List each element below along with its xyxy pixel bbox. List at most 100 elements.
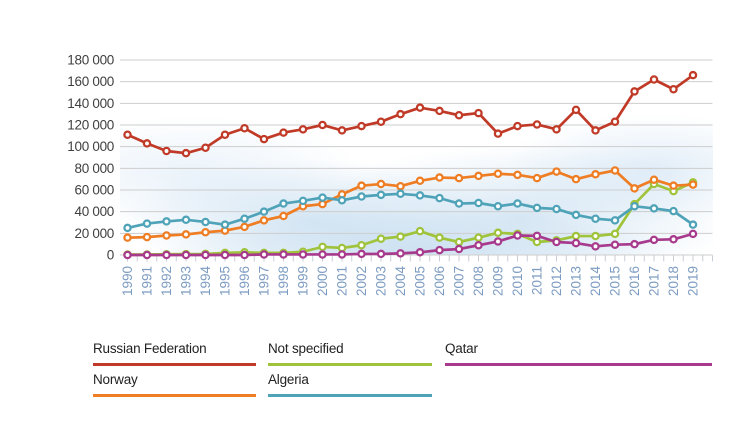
x-axis-label: 2000	[315, 266, 330, 296]
x-axis-label: 1998	[276, 266, 291, 296]
data-point-algeria-1994	[201, 217, 210, 227]
data-point-qatar-2013	[571, 238, 581, 248]
data-point-algeria-2016	[630, 201, 639, 211]
x-axis-label: 1991	[140, 266, 155, 296]
data-point-algeria-2002	[357, 192, 366, 201]
data-point-russian-federation-2017	[649, 75, 659, 84]
data-point-russian-federation-1992	[162, 146, 171, 156]
data-point-norway-1998	[279, 211, 288, 221]
x-axis-label: 2014	[588, 266, 603, 297]
data-point-algeria-2011	[532, 203, 542, 213]
data-point-algeria-2009	[493, 201, 503, 211]
series-line-qatar	[127, 232, 694, 257]
data-point-not-specified-2003	[376, 234, 386, 243]
data-point-russian-federation-2019	[688, 70, 698, 80]
data-point-norway-1997	[259, 216, 269, 225]
data-point-qatar-2001	[337, 250, 347, 259]
data-point-not-specified-2013	[571, 231, 581, 241]
x-axis-label: 2006	[432, 266, 447, 296]
data-point-norway-1992	[162, 231, 171, 240]
data-point-qatar-2003	[376, 249, 386, 259]
data-point-russian-federation-2012	[552, 125, 561, 134]
data-point-not-specified-2006	[435, 233, 444, 242]
data-point-russian-federation-2000	[318, 120, 327, 130]
legend-item-russian-federation: Russian Federation	[93, 339, 256, 370]
y-axis-label: 100 000	[67, 139, 114, 154]
y-axis-label: 120 000	[67, 118, 114, 133]
data-point-russian-federation-1999	[298, 125, 308, 134]
y-axis-label: 0	[107, 248, 114, 263]
data-point-russian-federation-2001	[337, 126, 347, 135]
data-point-algeria-1990	[123, 223, 132, 233]
series-line-algeria	[127, 192, 694, 230]
data-point-norway-2006	[435, 173, 444, 182]
x-axis-label: 1993	[179, 266, 194, 296]
x-axis-label: 2001	[335, 266, 350, 296]
data-point-qatar-2019	[688, 229, 698, 239]
data-point-qatar-1992	[162, 250, 171, 260]
data-point-russian-federation-1994	[201, 143, 210, 152]
data-point-qatar-1998	[279, 250, 288, 259]
data-point-russian-federation-1997	[259, 134, 269, 144]
data-point-algeria-2019	[688, 220, 698, 229]
data-point-norway-1991	[142, 232, 152, 242]
x-axis-label: 1990	[120, 266, 135, 296]
data-point-norway-2012	[552, 167, 561, 176]
data-point-algeria-2010	[513, 199, 522, 208]
data-point-not-specified-2002	[357, 240, 366, 250]
data-point-norway-2014	[591, 170, 600, 179]
data-point-qatar-1997	[259, 250, 269, 259]
data-point-qatar-2005	[415, 248, 425, 257]
data-point-russian-federation-1995	[220, 130, 230, 139]
data-point-qatar-2015	[610, 240, 620, 249]
x-axis-label: 2015	[608, 266, 623, 296]
data-point-algeria-2005	[415, 191, 425, 200]
data-point-norway-2002	[357, 181, 366, 190]
data-point-qatar-2010	[513, 231, 522, 240]
series-line-russian-federation	[126, 74, 694, 155]
data-point-russian-federation-2002	[357, 121, 366, 131]
data-point-norway-2018	[669, 181, 678, 190]
legend-color-bar	[445, 363, 712, 366]
x-axis-label: 1997	[257, 266, 272, 296]
data-point-qatar-1990	[123, 250, 132, 260]
x-axis-label: 2009	[491, 266, 506, 296]
legend-color-bar	[268, 394, 432, 397]
data-point-norway-1990	[123, 233, 132, 242]
data-point-algeria-2014	[591, 214, 600, 223]
y-axis-label: 20 000	[75, 226, 115, 241]
data-point-algeria-2001	[337, 196, 347, 205]
y-axis-label: 80 000	[75, 161, 115, 176]
data-point-russian-federation-2009	[493, 129, 503, 138]
data-point-qatar-2008	[474, 240, 483, 250]
legend-item-not-specified: Not specified	[268, 339, 432, 370]
legend-color-bar	[268, 363, 432, 366]
data-point-algeria-2013	[571, 210, 581, 220]
data-point-algeria-2018	[669, 206, 678, 216]
data-point-norway-2000	[318, 199, 327, 209]
data-point-norway-1996	[240, 222, 249, 232]
data-point-not-specified-2009	[493, 228, 503, 238]
data-point-algeria-1991	[142, 219, 152, 228]
legend-color-bar	[93, 394, 256, 397]
data-point-russian-federation-1996	[240, 124, 249, 133]
x-axis-label: 2004	[393, 266, 408, 297]
line-chart: 0 20 000 40 000 60 000 80 000 100 000 120 000 1…	[67, 53, 713, 297]
data-point-algeria-1997	[259, 207, 269, 216]
data-point-norway-2016	[630, 184, 639, 193]
data-point-algeria-2008	[474, 198, 483, 208]
data-point-not-specified-2004	[396, 232, 405, 241]
x-axis-label: 2019	[686, 266, 701, 296]
data-point-qatar-2011	[532, 231, 542, 241]
data-point-qatar-2017	[649, 235, 659, 245]
data-point-algeria-2017	[649, 204, 659, 213]
data-point-algeria-1998	[279, 199, 288, 208]
data-point-qatar-1991	[142, 250, 152, 260]
data-point-russian-federation-2016	[630, 87, 639, 96]
legend-label: Algeria	[268, 372, 309, 387]
legend-color-bar	[93, 363, 256, 366]
data-point-qatar-1999	[298, 250, 308, 259]
x-axis-label: 2007	[452, 266, 467, 296]
y-axis-label: 160 000	[67, 74, 114, 89]
data-point-qatar-2016	[630, 239, 639, 249]
